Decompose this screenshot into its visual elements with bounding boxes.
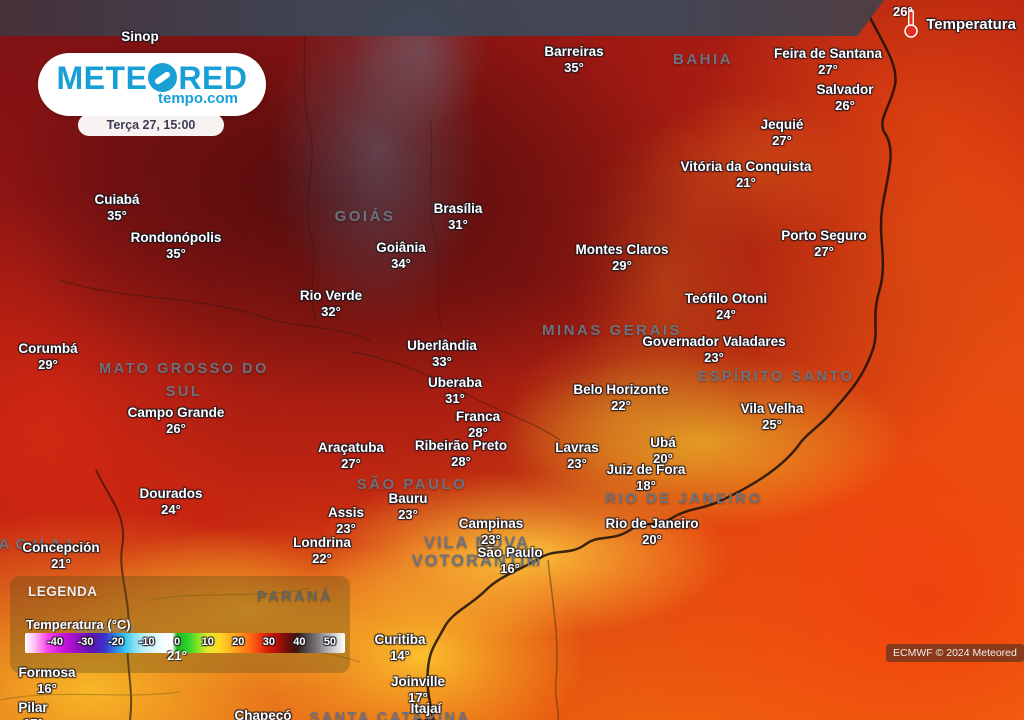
state-label-santa-catarina: SANTA CATARINA [309, 710, 471, 720]
state-label-paraguai: PARAGUAI [0, 536, 77, 553]
city-label-vitoria-da-conquista: Vitória da Conquista 21° [680, 159, 812, 190]
city-label-montes-claros: Montes Claros 29° [575, 242, 669, 273]
city-label-uberaba: Uberaba 31° [427, 375, 483, 406]
city-label-rio-de-janeiro: Rio de Janeiro 20° [605, 516, 699, 547]
legend-tick-minus20: -20 [108, 636, 125, 648]
city-label-bauru: Bauru 23° [388, 491, 428, 522]
city-label-ribeirao-preto: Ribeirão Preto 28° [414, 438, 508, 469]
city-label-juiz-de-fora: Juiz de Fora 18° [606, 462, 686, 493]
logo-text-pre: METE [56, 59, 148, 96]
city-label-porto-seguro: Porto Seguro 27° [781, 228, 867, 259]
state-label-minas-gerais: MINAS GERAIS [541, 322, 683, 339]
city-label-salvador: Salvador 26° [816, 82, 874, 113]
legend-tick-minus30: -30 [77, 636, 94, 648]
city-temp-asuncion: 21° [167, 648, 187, 663]
city-label-chapeco: Chapecó [234, 708, 292, 720]
city-label-brasilia: Brasília 31° [433, 201, 483, 232]
city-label-assis: Assis 23° [327, 505, 365, 536]
legend-unit-label: Temperatura (°C) [26, 617, 131, 632]
layer-label: Temperatura [926, 16, 1016, 33]
datetime-badge: Terça 27, 15:00 [78, 114, 224, 136]
logo-subtitle: tempo.com [157, 89, 238, 107]
city-label-concepcion: Concepción 21° [22, 540, 100, 571]
legend-tick-20: 20 [232, 636, 245, 648]
city-label-teofilo-otoni: Teófilo Otoni 24° [684, 291, 768, 322]
city-label-governador-valadares: Governador Valadares 23° [642, 334, 786, 365]
city-label-sao-paulo: São Paulo 16° [477, 545, 543, 576]
partial-city-temp: 26° [893, 4, 913, 19]
city-label-vila-velha: Vila Velha 25° [740, 401, 804, 432]
city-label-curitiba: Curitiba 14° [374, 632, 426, 663]
state-label-parana: PARANÁ [257, 589, 333, 605]
city-label-sinop: Sinop [121, 29, 159, 44]
legend-tick-minus40: -40 [47, 636, 63, 648]
legend-title: LEGENDA [28, 584, 98, 599]
legend-tick-minus10: -10 [138, 636, 155, 648]
city-label-campinas: Campinas 23° [458, 516, 524, 547]
legend-tick-40: 40 [293, 636, 306, 648]
city-label-itajai: Itajaí18° [410, 701, 442, 720]
city-label-barreiras: Barreiras 35° [544, 44, 604, 75]
city-label-franca: Franca 28° [455, 409, 501, 440]
state-label-goias: GOIÁS [334, 208, 396, 225]
legend-tick-30: 30 [262, 636, 275, 648]
state-label-rio-de-janeiro: RIO DE JANEIRO [605, 490, 763, 507]
city-label-belo-horizonte: Belo Horizonte 22° [573, 382, 669, 413]
city-label-corumba: Corumbá 29° [18, 341, 78, 372]
coastline-path [426, 0, 897, 720]
meteored-o-icon [148, 63, 178, 92]
city-label-campo-grande: Campo Grande 26° [127, 405, 225, 436]
thermometer-icon [904, 9, 918, 38]
city-label-cuiaba: Cuiabá 35° [94, 192, 140, 223]
legend-tick-0: 0 [174, 636, 181, 648]
city-label-uberlandia: Uberlândia 33° [407, 338, 477, 369]
top-shade-band [0, 0, 884, 36]
city-label-aracatuba: Araçatuba 27° [317, 440, 385, 471]
city-label-pilar: Pilar17° [18, 700, 48, 720]
city-label-londrina: Londrina 22° [293, 535, 351, 566]
layer-control[interactable]: Temperatura [902, 8, 1016, 38]
attribution-badge: ECMWF © 2024 Meteored [886, 644, 1024, 662]
legend-color-bar: -40 -30 -20 -10 0 10 20 30 40 50 [25, 633, 345, 653]
legend-tick-50: 50 [323, 636, 337, 648]
city-label-dourados: Dourados 24° [139, 486, 203, 517]
city-label-uba: Ubá 20° [650, 435, 676, 466]
state-label-vila-nova-votorantim: VILA NOVA VOTORANTIM [411, 534, 543, 570]
city-label-rondonopolis: Rondonópolis 35° [130, 230, 222, 261]
city-label-lavras: Lavras 23° [555, 440, 599, 471]
logo-text-post: RED [178, 59, 248, 96]
city-label-feira-de-santana: Feira de Santana 27° [773, 46, 883, 77]
city-label-goiania: Goiânia 34° [376, 240, 426, 271]
city-label-joinville: Joinville 17° [390, 674, 446, 705]
state-label-sao-paulo: SÃO PAULO [356, 476, 468, 493]
legend-panel: LEGENDA Temperatura (°C) -40 -30 -20 -10 0 10… [10, 576, 350, 673]
legend-tick-10: 10 [201, 636, 214, 648]
state-label-mato-grosso-do-sul: MATO GROSSO DO SUL [99, 361, 269, 400]
city-label-formosa: Formosa 16° [18, 665, 76, 696]
state-label-espirito-santo: ESPÍRITO SANTO [697, 369, 855, 385]
meteored-logo-text: METE RED [38, 59, 266, 96]
city-label-jequie: Jequié 27° [760, 117, 804, 148]
meteored-logo[interactable]: METE RED tempo.com [38, 53, 266, 116]
city-label-rio-verde: Rio Verde 32° [299, 288, 363, 319]
state-label-bahia: BAHIA [673, 51, 733, 68]
